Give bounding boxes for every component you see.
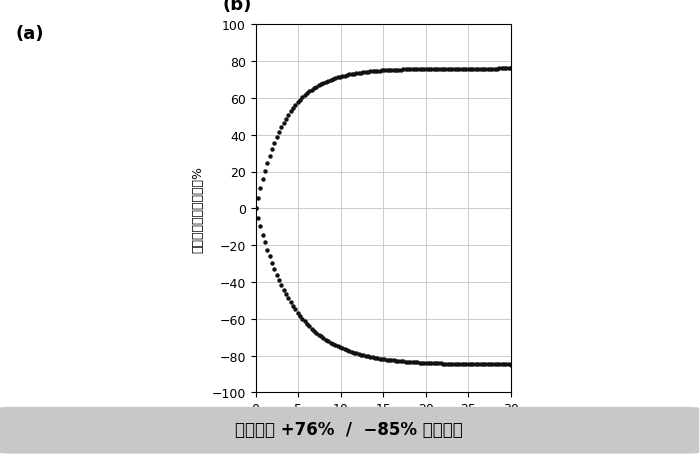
Polygon shape	[529, 188, 538, 212]
X-axis label: 時間／分: 時間／分	[367, 420, 400, 435]
Polygon shape	[592, 341, 601, 364]
Polygon shape	[550, 341, 559, 364]
Polygon shape	[592, 373, 601, 397]
Y-axis label: 水素核スピン偏極度／%: 水素核スピン偏極度／%	[192, 165, 204, 252]
Polygon shape	[570, 102, 580, 125]
Polygon shape	[550, 373, 559, 397]
Polygon shape	[550, 221, 559, 245]
Polygon shape	[592, 102, 601, 125]
Polygon shape	[570, 373, 580, 397]
Polygon shape	[570, 188, 580, 212]
Polygon shape	[550, 102, 559, 125]
Polygon shape	[570, 69, 580, 93]
Polygon shape	[550, 69, 559, 93]
Polygon shape	[570, 254, 580, 278]
Polygon shape	[529, 221, 538, 245]
Polygon shape	[550, 254, 559, 278]
Polygon shape	[570, 134, 580, 158]
Polygon shape	[592, 221, 601, 245]
Text: (a): (a)	[15, 25, 43, 43]
Polygon shape	[529, 69, 538, 93]
Polygon shape	[592, 188, 601, 212]
Polygon shape	[592, 69, 601, 93]
Polygon shape	[570, 341, 580, 364]
Polygon shape	[529, 373, 538, 397]
Polygon shape	[529, 341, 538, 364]
Text: (b): (b)	[223, 0, 252, 14]
Polygon shape	[592, 308, 601, 331]
FancyBboxPatch shape	[0, 408, 699, 453]
Polygon shape	[529, 134, 538, 158]
Polygon shape	[592, 254, 601, 278]
Polygon shape	[529, 308, 538, 331]
Polygon shape	[550, 188, 559, 212]
Polygon shape	[550, 308, 559, 331]
Polygon shape	[570, 308, 580, 331]
Polygon shape	[570, 221, 580, 245]
Polygon shape	[529, 254, 538, 278]
Polygon shape	[550, 134, 559, 158]
Polygon shape	[592, 134, 601, 158]
Polygon shape	[529, 102, 538, 125]
Text: 高偏極度 +76%  /  −85% を達成！: 高偏極度 +76% / −85% を達成！	[234, 420, 463, 438]
